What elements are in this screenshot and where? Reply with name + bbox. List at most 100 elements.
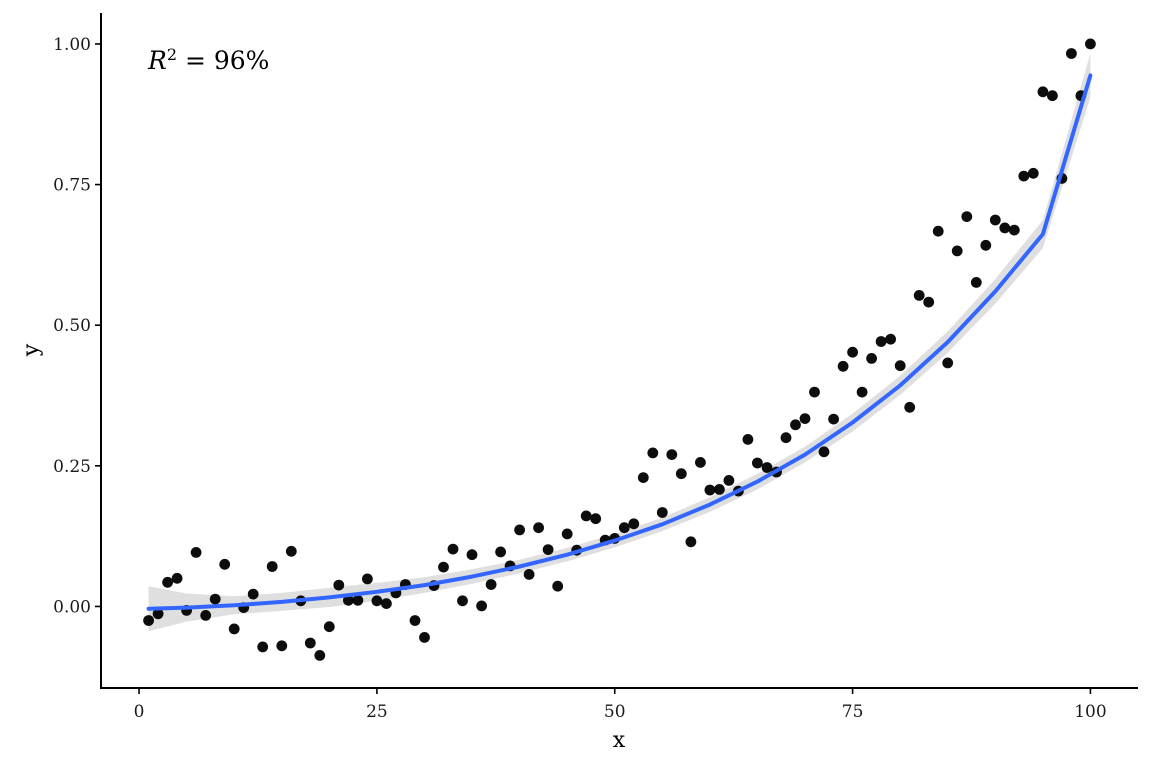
data-point [894, 360, 906, 372]
data-point [761, 462, 773, 473]
data-point [904, 401, 916, 413]
data-point [209, 593, 221, 605]
data-point [999, 222, 1011, 234]
data-point [923, 296, 935, 308]
data-point [533, 522, 544, 534]
data-point [913, 290, 925, 301]
data-point [695, 457, 706, 468]
ticks: 0 25 50 75 100 0.00 0.25 0.50 0.75 1.00 [53, 35, 1107, 722]
fit-line [146, 73, 1093, 611]
data-point [457, 595, 468, 607]
data-point [875, 336, 887, 347]
data-point [143, 615, 155, 626]
data-point [1027, 167, 1039, 179]
data-point [1047, 90, 1058, 102]
data-point [799, 413, 811, 424]
data-point [942, 357, 954, 369]
data-point [552, 580, 564, 592]
data-point [352, 594, 364, 606]
data-point [723, 475, 735, 486]
x-tick-label: 25 [366, 702, 388, 722]
data-point [809, 386, 820, 398]
data-point [247, 588, 259, 600]
data-point [856, 386, 868, 398]
data-point [476, 600, 487, 612]
data-point [371, 595, 383, 607]
data-point [1066, 48, 1077, 59]
data-point [675, 468, 687, 480]
data-point [637, 472, 649, 483]
y-tick-label: 0.75 [53, 176, 91, 196]
data-point [742, 434, 754, 445]
data-point [466, 549, 478, 561]
data-point [152, 608, 164, 620]
data-point [200, 610, 212, 621]
data-point [409, 615, 421, 626]
data-point [276, 640, 288, 652]
data-point [666, 449, 678, 460]
data-point [685, 536, 697, 548]
data-point [171, 572, 183, 584]
data-point [495, 546, 506, 558]
data-point [704, 484, 716, 496]
x-tick-label: 0 [134, 702, 145, 722]
data-point [162, 576, 174, 588]
plot-area [143, 38, 1096, 661]
data-point [323, 621, 335, 633]
data-point [1085, 38, 1096, 50]
data-point [219, 558, 231, 570]
data-point [1008, 224, 1020, 236]
y-tick-label: 0.50 [53, 316, 91, 336]
data-point [628, 518, 640, 530]
data-point [304, 637, 316, 649]
data-point [818, 446, 830, 458]
data-point [885, 333, 896, 345]
data-point [580, 510, 592, 522]
data-point [932, 225, 944, 237]
x-axis-title: x [613, 728, 626, 753]
data-point [447, 543, 459, 555]
data-point [1037, 86, 1049, 98]
data-point [970, 277, 982, 288]
y-tick-label: 0.25 [53, 457, 91, 477]
data-point [523, 569, 535, 580]
data-point [656, 507, 668, 518]
x-tick-label: 100 [1074, 702, 1106, 722]
data-point [485, 579, 497, 590]
data-point [381, 598, 392, 609]
data-point [514, 524, 525, 536]
x-tick-label: 75 [842, 702, 864, 722]
data-point [266, 561, 278, 572]
y-tick-label: 1.00 [53, 35, 91, 55]
data-point [343, 594, 354, 606]
data-point [257, 641, 269, 653]
data-point [190, 547, 202, 558]
data-point [847, 346, 858, 358]
data-point [989, 214, 1001, 226]
data-point [228, 623, 240, 635]
y-axis-title: y [19, 343, 44, 357]
data-point [362, 573, 373, 585]
data-point [438, 561, 449, 573]
data-point [752, 457, 763, 469]
data-point [790, 419, 801, 431]
data-point [828, 413, 839, 425]
data-point [866, 353, 877, 364]
data-point [647, 447, 659, 459]
data-point [980, 239, 992, 251]
data-point [714, 484, 725, 495]
x-tick-label: 50 [604, 702, 626, 722]
data-point [780, 432, 792, 444]
data-point [314, 650, 326, 661]
data-point [951, 245, 963, 257]
data-point [285, 545, 297, 557]
y-tick-label: 0.00 [53, 597, 91, 617]
data-point [542, 544, 554, 555]
data-point [618, 522, 630, 534]
r-squared-annotation: R2 = 96% [147, 45, 269, 76]
data-point [419, 632, 430, 643]
data-point [837, 360, 849, 372]
data-point [1018, 170, 1030, 182]
data-point [333, 579, 345, 591]
